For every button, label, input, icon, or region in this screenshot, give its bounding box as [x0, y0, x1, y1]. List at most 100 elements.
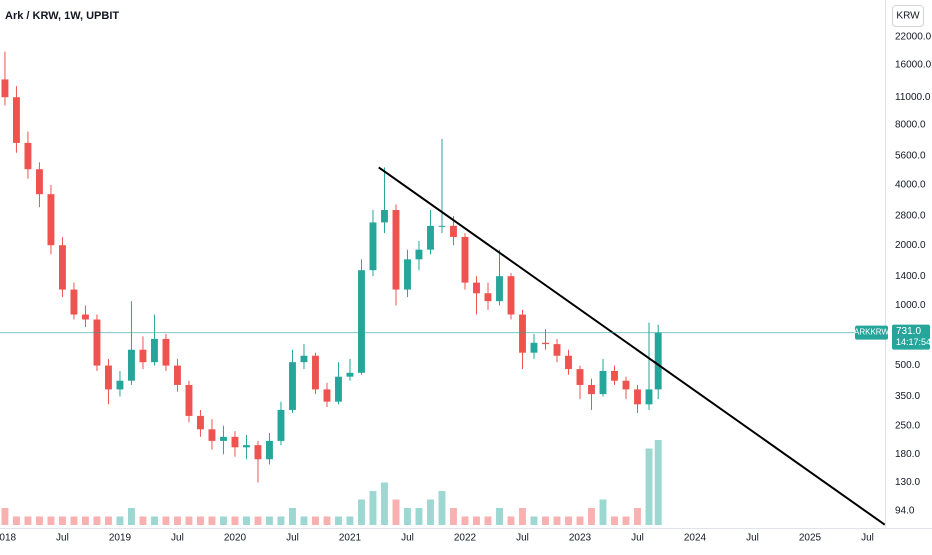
y-tick-label: 2800.0: [895, 211, 926, 222]
symbol-label: ARKKRW: [854, 328, 889, 337]
currency-button[interactable]: [892, 5, 924, 27]
volume-bar: [622, 516, 630, 525]
y-tick-label: 250.0: [895, 420, 920, 431]
x-tick-label: Jul: [631, 533, 644, 544]
volume-bar: [59, 516, 66, 525]
volume-bar: [116, 516, 124, 525]
candle-body: [151, 338, 158, 363]
volume-bar: [542, 516, 549, 525]
candle-body: [622, 380, 630, 390]
candle-body: [243, 445, 250, 448]
candle-body: [289, 362, 296, 410]
volume-bar: [208, 516, 216, 525]
candle-body: [35, 169, 43, 195]
candle-body: [105, 365, 112, 390]
candle-body: [70, 289, 78, 315]
candle-body: [484, 293, 492, 302]
y-tick-label: 1400.0: [895, 271, 926, 282]
x-tick-label: 2018: [0, 533, 17, 544]
trendline: [378, 166, 885, 526]
candle-body: [542, 342, 549, 345]
candle-body: [128, 349, 135, 381]
candle-body: [24, 142, 32, 170]
volume-bar: [93, 516, 101, 525]
volume-bar: [461, 516, 469, 525]
volume-bar: [369, 491, 377, 525]
volume-bar: [427, 499, 434, 525]
candle-body: [576, 369, 584, 385]
y-tick-label: 2000.0: [895, 240, 926, 251]
y-tick-label: 5600.0: [895, 150, 926, 161]
candle-body: [174, 365, 181, 385]
candle-body: [392, 210, 400, 290]
volume-bar: [496, 508, 503, 525]
volume-bar: [197, 516, 204, 525]
candle-body: [162, 338, 170, 366]
x-tick-label: 2025: [799, 533, 822, 544]
candle-body: [254, 445, 262, 460]
volume-bar: [415, 508, 423, 525]
chart-title: Ark / KRW, 1W, UPBIT: [5, 10, 119, 22]
y-tick-label: 180.0: [895, 449, 920, 460]
volume-bar: [289, 508, 296, 525]
volume-bar: [151, 516, 158, 525]
candle-body: [427, 225, 434, 250]
plot-area: [0, 51, 885, 526]
candle-body: [553, 344, 561, 356]
volume-bar: [139, 516, 147, 525]
candle-body: [634, 389, 641, 405]
price-label: 731.0: [896, 326, 921, 337]
volume-bar: [507, 516, 515, 525]
currency-label: KRW: [896, 11, 920, 22]
candle-body: [346, 372, 354, 377]
candle-body: [82, 314, 89, 320]
candle-body: [323, 389, 331, 402]
x-tick-label: 2024: [684, 533, 707, 544]
volume-bar: [519, 508, 526, 525]
volume-bar: [358, 499, 365, 525]
candle-body: [231, 436, 239, 448]
volume-bar: [220, 516, 227, 525]
volume-bar: [128, 508, 135, 525]
volume-bar: [312, 516, 319, 525]
volume-bar: [335, 516, 342, 525]
volume-bar: [484, 516, 492, 525]
x-tick-label: 2023: [569, 533, 592, 544]
y-tick-label: 130.0: [895, 477, 920, 488]
x-tick-label: 2019: [109, 533, 132, 544]
volume-bar: [438, 491, 446, 525]
y-tick-label: 350.0: [895, 391, 920, 402]
volume-bar: [185, 516, 193, 525]
price-badge: [892, 324, 930, 350]
candle-body: [116, 380, 124, 390]
volume-bar: [553, 516, 561, 525]
x-tick-label: Jul: [401, 533, 414, 544]
y-tick-label: 11000.0: [895, 92, 931, 103]
y-tick-label: 94.0: [895, 505, 915, 516]
symbol-badge: [855, 325, 888, 340]
candle-body: [381, 210, 388, 223]
volume-bar: [254, 516, 262, 525]
candle-body: [139, 349, 147, 363]
candle-body: [335, 376, 342, 402]
candle-body: [496, 276, 503, 302]
candle-body: [369, 222, 377, 271]
candle-body: [266, 440, 273, 460]
x-tick-label: 2021: [339, 533, 362, 544]
y-tick-label: 8000.0: [895, 119, 926, 130]
volume-bar: [243, 516, 250, 525]
x-tick-label: 2020: [224, 533, 247, 544]
candle-body: [530, 342, 538, 353]
candle-body: [300, 355, 308, 363]
volume-bar: [565, 516, 572, 525]
candle-body: [93, 319, 101, 366]
x-tick-label: Jul: [56, 533, 69, 544]
volume-bar: [47, 516, 55, 525]
candle-body: [473, 282, 480, 294]
volume-bar: [174, 516, 181, 525]
candle-body: [185, 384, 193, 416]
candle-body: [507, 276, 515, 315]
candle-body: [611, 370, 618, 381]
candle-body: [588, 384, 595, 395]
